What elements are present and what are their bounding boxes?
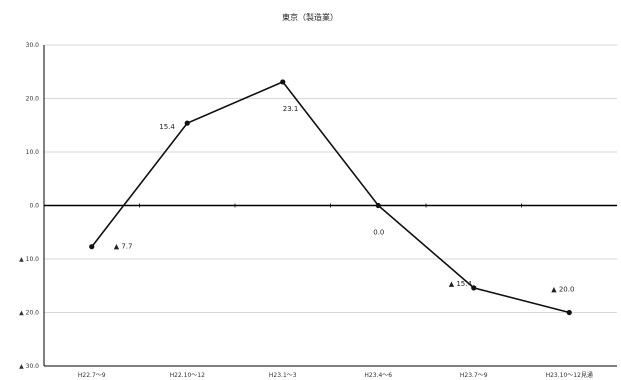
- y-tick-label: 30.0: [26, 42, 40, 49]
- chart-title: 東京（製造業）: [282, 12, 338, 22]
- y-tick-label: 10.0: [26, 149, 40, 156]
- x-tick-label: H23.10～12見通: [546, 371, 593, 379]
- data-label: 0.0: [373, 229, 384, 237]
- y-tick-labels: 30.0 20.0 10.0 0.0 ▲ 10.0 ▲ 20.0 ▲ 30.0: [19, 42, 39, 370]
- x-tick-label: H22.7～9: [78, 372, 106, 379]
- axes: [43, 45, 617, 367]
- x-tick-label: H22.10～12: [170, 372, 206, 379]
- series-line: [91, 80, 570, 314]
- data-point: [471, 285, 477, 291]
- data-label: ▲ 20.0: [551, 286, 574, 294]
- data-point: [280, 79, 286, 85]
- data-point: [89, 244, 95, 250]
- data-label: ▲ 15.4: [449, 280, 473, 288]
- y-tick-label: 20.0: [26, 96, 40, 103]
- series-line-path: [91, 80, 570, 314]
- x-tick-label: H23.7～9: [460, 372, 488, 379]
- x-tick-labels: H22.7～9 H22.10～12 H23.1～3 H23.4～6 H23.7～9 H23…: [78, 371, 593, 379]
- y-tick-label: 0.0: [29, 203, 39, 210]
- data-label: 23.1: [283, 105, 299, 113]
- y-tick-label: ▲ 30.0: [19, 363, 39, 370]
- data-labels: ▲ 7.7 15.4 23.1 0.0 ▲ 15.4 ▲ 20.0: [114, 105, 575, 294]
- x-tick-label: H23.4～6: [364, 372, 392, 379]
- y-tick-label: ▲ 20.0: [19, 310, 39, 317]
- data-label: ▲ 7.7: [114, 243, 133, 251]
- data-point: [566, 309, 572, 316]
- data-point: [184, 120, 190, 126]
- data-label: 15.4: [159, 123, 175, 131]
- data-point: [375, 202, 381, 209]
- x-tick-label: H23.1～3: [269, 372, 297, 379]
- y-tick-label: ▲ 10.0: [19, 256, 39, 263]
- data-points: [89, 79, 572, 316]
